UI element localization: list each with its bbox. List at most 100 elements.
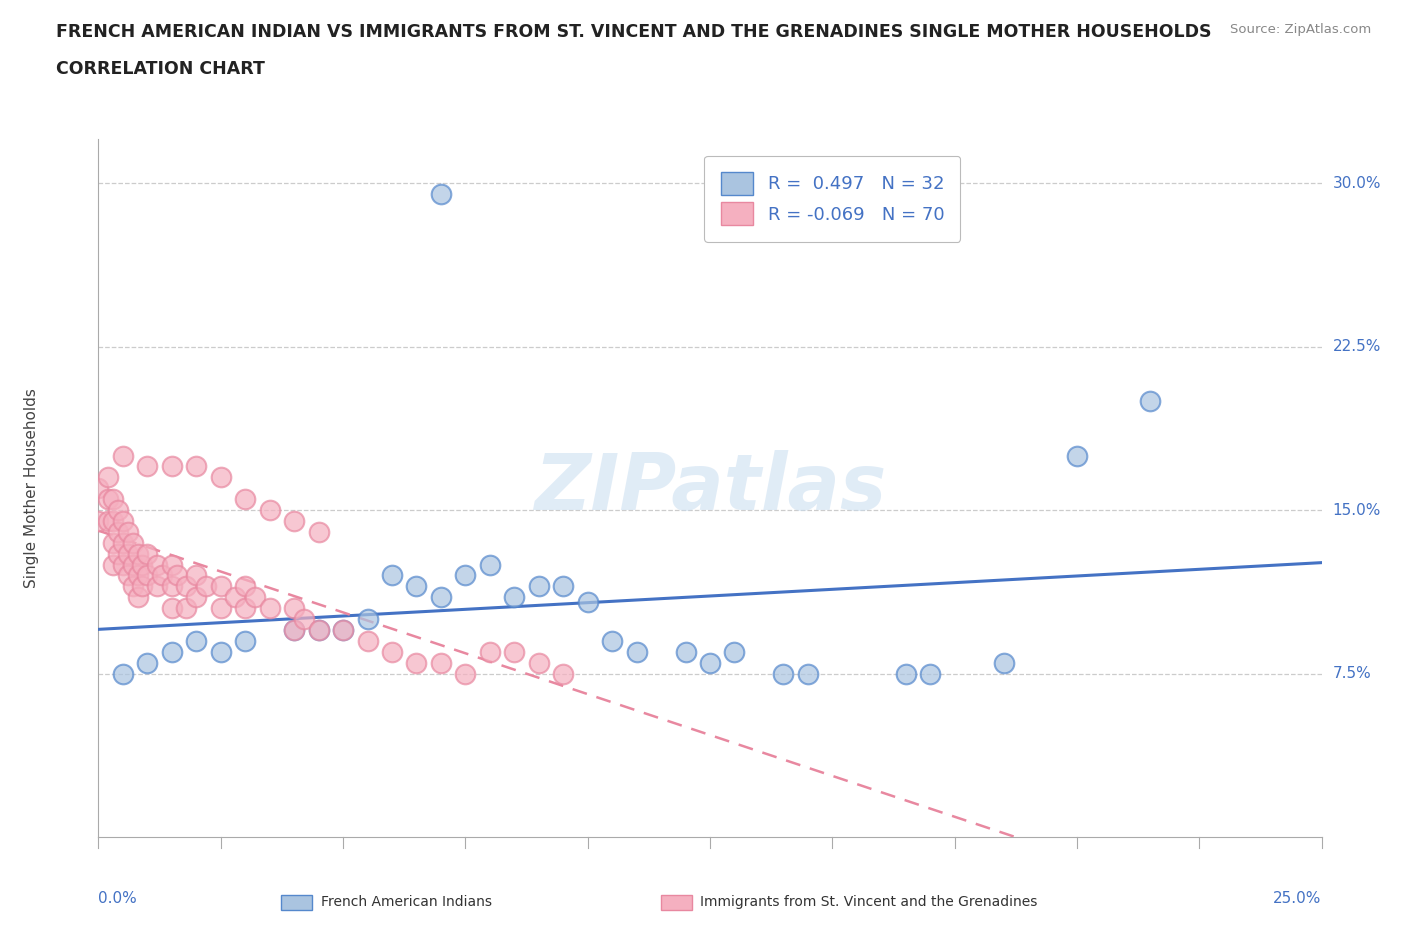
Point [243, 590, 266, 604]
Point [101, 513, 124, 528]
Text: FRENCH AMERICAN INDIAN VS IMMIGRANTS FROM ST. VINCENT AND THE GRENADINES SINGLE : FRENCH AMERICAN INDIAN VS IMMIGRANTS FRO… [56, 23, 1212, 41]
Point [186, 590, 208, 604]
Point [209, 470, 232, 485]
Point [626, 644, 648, 659]
Point [127, 568, 149, 583]
Point [121, 557, 143, 572]
Point [136, 546, 159, 561]
Point [723, 644, 745, 659]
Point [332, 622, 354, 637]
Point [600, 633, 623, 648]
Text: 30.0%: 30.0% [1333, 176, 1381, 191]
Point [117, 525, 139, 539]
Point [283, 622, 305, 637]
Point [111, 513, 134, 528]
Point [111, 448, 134, 463]
Point [332, 622, 354, 637]
Point [356, 633, 378, 648]
Point [283, 513, 305, 528]
Text: CORRELATION CHART: CORRELATION CHART [56, 60, 266, 78]
Point [176, 601, 198, 616]
Point [117, 546, 139, 561]
Point [381, 568, 404, 583]
Point [209, 578, 232, 593]
Legend: R =  0.497   N = 32, R = -0.069   N = 70: R = 0.497 N = 32, R = -0.069 N = 70 [704, 155, 960, 242]
Point [160, 459, 183, 474]
Point [430, 590, 453, 604]
Point [136, 568, 159, 583]
Point [101, 536, 124, 551]
Point [107, 502, 129, 517]
Point [772, 666, 794, 681]
Text: 0.0%: 0.0% [98, 892, 138, 907]
Point [478, 644, 501, 659]
Point [576, 594, 599, 609]
Text: ZIPatlas: ZIPatlas [534, 450, 886, 526]
Point [259, 502, 281, 517]
Point [160, 644, 183, 659]
Point [259, 601, 281, 616]
Point [107, 546, 129, 561]
Point [233, 578, 256, 593]
Point [553, 666, 575, 681]
Text: French American Indians: French American Indians [321, 895, 492, 910]
Point [186, 568, 208, 583]
Point [430, 187, 453, 202]
Point [97, 470, 120, 485]
Point [101, 492, 124, 507]
Point [308, 622, 330, 637]
Point [308, 525, 330, 539]
Point [381, 644, 404, 659]
Text: Immigrants from St. Vincent and the Grenadines: Immigrants from St. Vincent and the Gren… [700, 895, 1038, 910]
Point [131, 578, 153, 593]
Point [405, 655, 427, 670]
Point [209, 601, 232, 616]
Point [283, 601, 305, 616]
Point [503, 644, 526, 659]
Point [797, 666, 820, 681]
Point [97, 492, 120, 507]
Point [107, 525, 129, 539]
Point [160, 601, 183, 616]
Text: 15.0%: 15.0% [1333, 502, 1381, 518]
Point [233, 601, 256, 616]
Point [356, 612, 378, 627]
Point [87, 513, 110, 528]
Point [131, 557, 153, 572]
Point [101, 557, 124, 572]
Point [233, 633, 256, 648]
Point [553, 578, 575, 593]
Point [308, 622, 330, 637]
Point [894, 666, 917, 681]
Text: 7.5%: 7.5% [1333, 666, 1371, 681]
Point [186, 459, 208, 474]
Point [527, 578, 550, 593]
Point [527, 655, 550, 670]
Point [136, 459, 159, 474]
Point [699, 655, 721, 670]
Point [430, 655, 453, 670]
Text: Source: ZipAtlas.com: Source: ZipAtlas.com [1230, 23, 1371, 36]
Point [150, 568, 173, 583]
Point [503, 590, 526, 604]
Point [224, 590, 246, 604]
Point [195, 578, 218, 593]
Text: 25.0%: 25.0% [1274, 892, 1322, 907]
Point [121, 578, 143, 593]
Point [136, 655, 159, 670]
Point [127, 546, 149, 561]
Text: Single Mother Households: Single Mother Households [24, 389, 38, 588]
Point [146, 578, 169, 593]
Point [454, 568, 477, 583]
Point [1139, 393, 1161, 408]
Point [920, 666, 942, 681]
Point [127, 590, 149, 604]
Point [121, 536, 143, 551]
Point [117, 568, 139, 583]
Point [146, 557, 169, 572]
Point [166, 568, 188, 583]
Point [993, 655, 1015, 670]
Point [186, 633, 208, 648]
Point [111, 536, 134, 551]
Point [111, 557, 134, 572]
